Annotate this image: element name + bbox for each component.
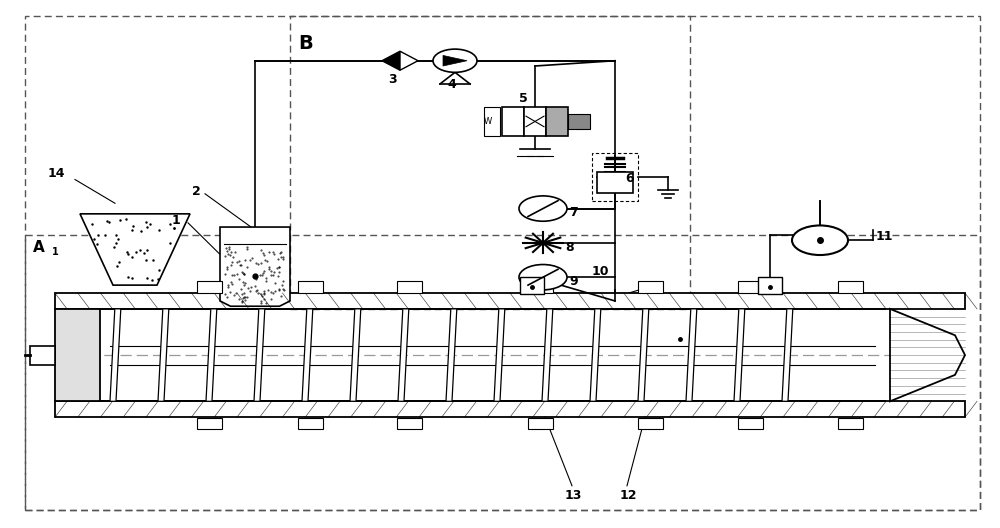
Text: 1: 1 (172, 214, 181, 228)
Polygon shape (890, 309, 965, 401)
Polygon shape (382, 51, 400, 70)
Polygon shape (110, 309, 121, 401)
Text: A: A (33, 240, 45, 255)
Text: 13: 13 (565, 489, 582, 502)
Bar (298, 281, 322, 293)
Polygon shape (254, 309, 265, 401)
Bar (568, 114, 590, 129)
Polygon shape (220, 227, 290, 306)
Bar (758, 277, 782, 294)
Bar (520, 277, 544, 294)
Polygon shape (80, 214, 190, 285)
Text: 12: 12 (620, 489, 638, 502)
Bar (55, 309, 100, 401)
Polygon shape (158, 309, 169, 401)
Bar (298, 418, 322, 429)
Text: 10: 10 (592, 265, 610, 278)
Bar (838, 281, 862, 293)
Bar (524, 107, 546, 136)
Bar (197, 281, 222, 293)
Circle shape (433, 49, 477, 72)
Circle shape (792, 225, 848, 255)
Text: W: W (484, 117, 492, 126)
Bar (738, 281, 763, 293)
Bar (290, 16, 690, 309)
Text: 6: 6 (625, 172, 634, 185)
Bar (197, 418, 222, 429)
Bar (397, 281, 422, 293)
Text: 5: 5 (519, 92, 528, 105)
Text: 3: 3 (388, 73, 397, 86)
Polygon shape (590, 309, 601, 401)
Polygon shape (542, 309, 553, 401)
Polygon shape (638, 309, 649, 401)
Text: 8: 8 (565, 241, 574, 254)
Polygon shape (302, 309, 313, 401)
Polygon shape (443, 55, 467, 66)
Circle shape (519, 265, 567, 290)
Polygon shape (734, 309, 745, 401)
Bar (528, 418, 553, 429)
Text: 7: 7 (569, 206, 578, 220)
Bar (55, 401, 965, 417)
Bar (25, 235, 980, 510)
Polygon shape (494, 309, 505, 401)
Bar (502, 107, 524, 136)
Polygon shape (398, 309, 409, 401)
Bar (546, 107, 568, 136)
Polygon shape (206, 309, 217, 401)
Bar (55, 293, 965, 309)
Bar (397, 418, 422, 429)
Bar (638, 418, 663, 429)
Text: 2: 2 (192, 185, 201, 199)
Bar (528, 281, 553, 293)
Bar (738, 418, 763, 429)
Bar (597, 172, 633, 193)
Circle shape (519, 196, 567, 221)
Polygon shape (350, 309, 361, 401)
Text: 11: 11 (876, 230, 894, 243)
Text: 9: 9 (569, 275, 578, 288)
Text: 1: 1 (52, 247, 59, 257)
Text: B: B (298, 34, 313, 53)
Polygon shape (446, 309, 457, 401)
Bar (484, 107, 500, 136)
Polygon shape (400, 51, 418, 70)
Polygon shape (782, 309, 793, 401)
Text: 14: 14 (48, 167, 66, 180)
Polygon shape (686, 309, 697, 401)
Bar (592, 153, 638, 201)
Bar (838, 418, 862, 429)
Bar (638, 281, 663, 293)
Bar (30, 346, 55, 364)
Text: 4: 4 (447, 78, 456, 91)
